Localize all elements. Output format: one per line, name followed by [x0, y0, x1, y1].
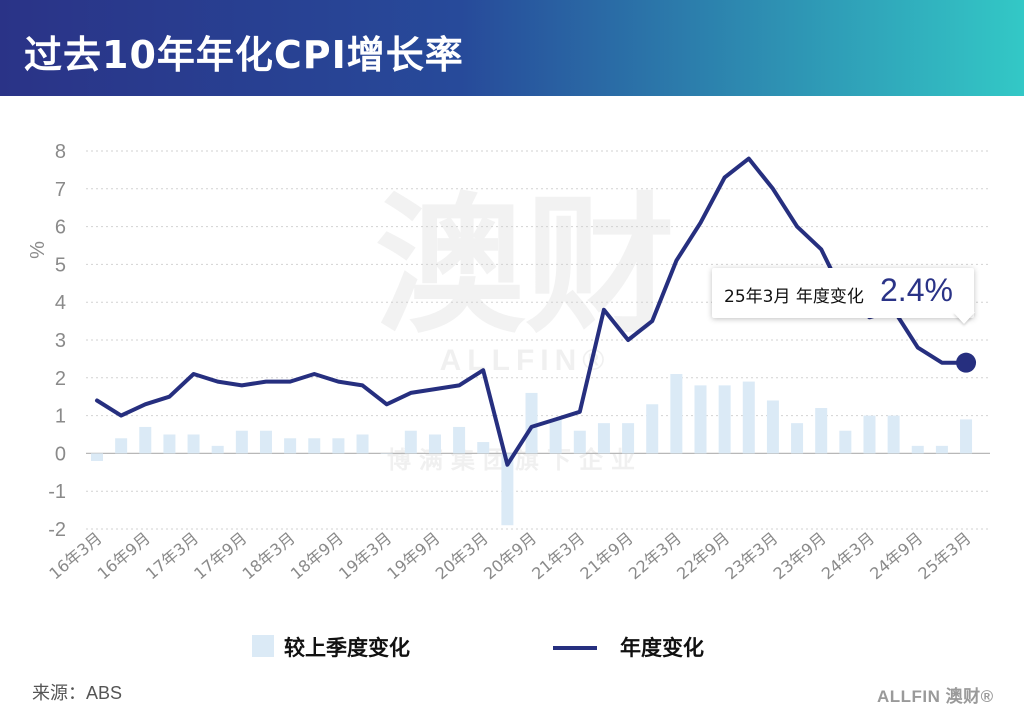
bar [742, 381, 755, 454]
x-tick-label: 25年3月 [914, 529, 974, 584]
bar [960, 419, 973, 454]
legend-bar-swatch [252, 635, 274, 657]
bar [211, 445, 224, 454]
y-tick-label: 7 [55, 179, 66, 201]
x-tick-label: 18年3月 [239, 529, 299, 584]
bar [259, 430, 272, 454]
bar [573, 430, 586, 454]
callout-label: 25年3月 年度变化 [724, 287, 864, 307]
bar [718, 385, 731, 454]
legend-line-swatch [553, 646, 597, 650]
x-tick-label: 24年3月 [818, 529, 878, 584]
x-tick-label: 23年9月 [770, 529, 830, 584]
bar [839, 430, 852, 454]
callout-pointer [953, 312, 975, 324]
x-tick-label: 18年9月 [287, 529, 347, 584]
bar [453, 426, 466, 454]
bar [477, 442, 490, 454]
chart-title: 过去10年年化CPI增长率 [24, 33, 464, 77]
bar [670, 374, 683, 454]
bar [284, 438, 297, 454]
y-tick-label: -1 [48, 481, 66, 503]
watermark-main: 澳财 [375, 180, 675, 354]
bar [935, 445, 948, 454]
allfin-logo: ALLFIN 澳财® [877, 682, 994, 707]
y-tick-label: 5 [55, 254, 66, 276]
bar [115, 438, 128, 454]
legend-line-label: 年度变化 [620, 636, 704, 660]
x-tick-label: 21年9月 [577, 529, 637, 584]
title-banner: 过去10年年化CPI增长率 [0, 0, 1024, 96]
x-tick-label: 21年3月 [528, 529, 588, 584]
latest-value-callout: 25年3月 年度变化 2.4% [712, 268, 974, 318]
bar [863, 415, 876, 454]
bar [380, 453, 393, 454]
x-tick-label: 20年3月 [432, 529, 492, 584]
y-tick-label: 1 [55, 406, 66, 428]
bar [597, 423, 610, 454]
y-tick-label: 4 [55, 292, 66, 314]
bar [887, 415, 900, 454]
bar [694, 385, 707, 454]
bar [622, 423, 635, 454]
bar [791, 423, 804, 454]
callout-value: 2.4% [880, 272, 953, 308]
legend-bar-label: 较上季度变化 [284, 636, 410, 660]
y-tick-label: 8 [55, 141, 66, 163]
y-tick-label: -2 [48, 519, 66, 541]
y-tick-label: 3 [55, 330, 66, 352]
logo-cn: 澳财® [945, 687, 994, 706]
bar [501, 453, 514, 526]
x-tick-label: 19年3月 [335, 529, 395, 584]
x-tick-label: 24年9月 [866, 529, 926, 584]
bar [525, 392, 538, 454]
latest-point-marker [956, 352, 977, 373]
bar [91, 453, 103, 461]
x-tick-label: 16年9月 [94, 529, 154, 584]
bar [766, 400, 779, 454]
bar [139, 426, 152, 454]
x-tick-label: 23年3月 [721, 529, 781, 584]
x-tick-label: 20年9月 [480, 529, 540, 584]
x-tick-label: 22年3月 [625, 529, 685, 584]
bar [404, 430, 417, 454]
line-series [95, 156, 968, 467]
bar [187, 434, 200, 454]
y-axis-label: % [27, 241, 49, 259]
x-tick-label: 19年9月 [383, 529, 443, 584]
x-tick-label: 22年9月 [673, 529, 733, 584]
y-tick-label: 0 [55, 443, 66, 465]
logo-text: ALLFIN [877, 687, 941, 706]
bar [549, 419, 562, 454]
cpi-chart: 澳财ALLFIN®博满集团旗下企业-2-1012345678%16年3月16年9… [27, 141, 990, 584]
bar [646, 404, 659, 454]
bar [163, 434, 176, 454]
bar [308, 438, 321, 454]
bar [356, 434, 369, 454]
x-tick-label: 17年3月 [142, 529, 202, 584]
bar [428, 434, 441, 454]
bar [911, 445, 924, 454]
bar [235, 430, 248, 454]
watermark-brand: ALLFIN® [440, 344, 611, 377]
y-tick-label: 2 [55, 368, 66, 390]
x-tick-label: 17年9月 [190, 529, 250, 584]
bar [815, 408, 828, 454]
source-note: 来源：ABS [32, 683, 123, 703]
y-tick-label: 6 [55, 217, 66, 239]
bar [332, 438, 345, 454]
